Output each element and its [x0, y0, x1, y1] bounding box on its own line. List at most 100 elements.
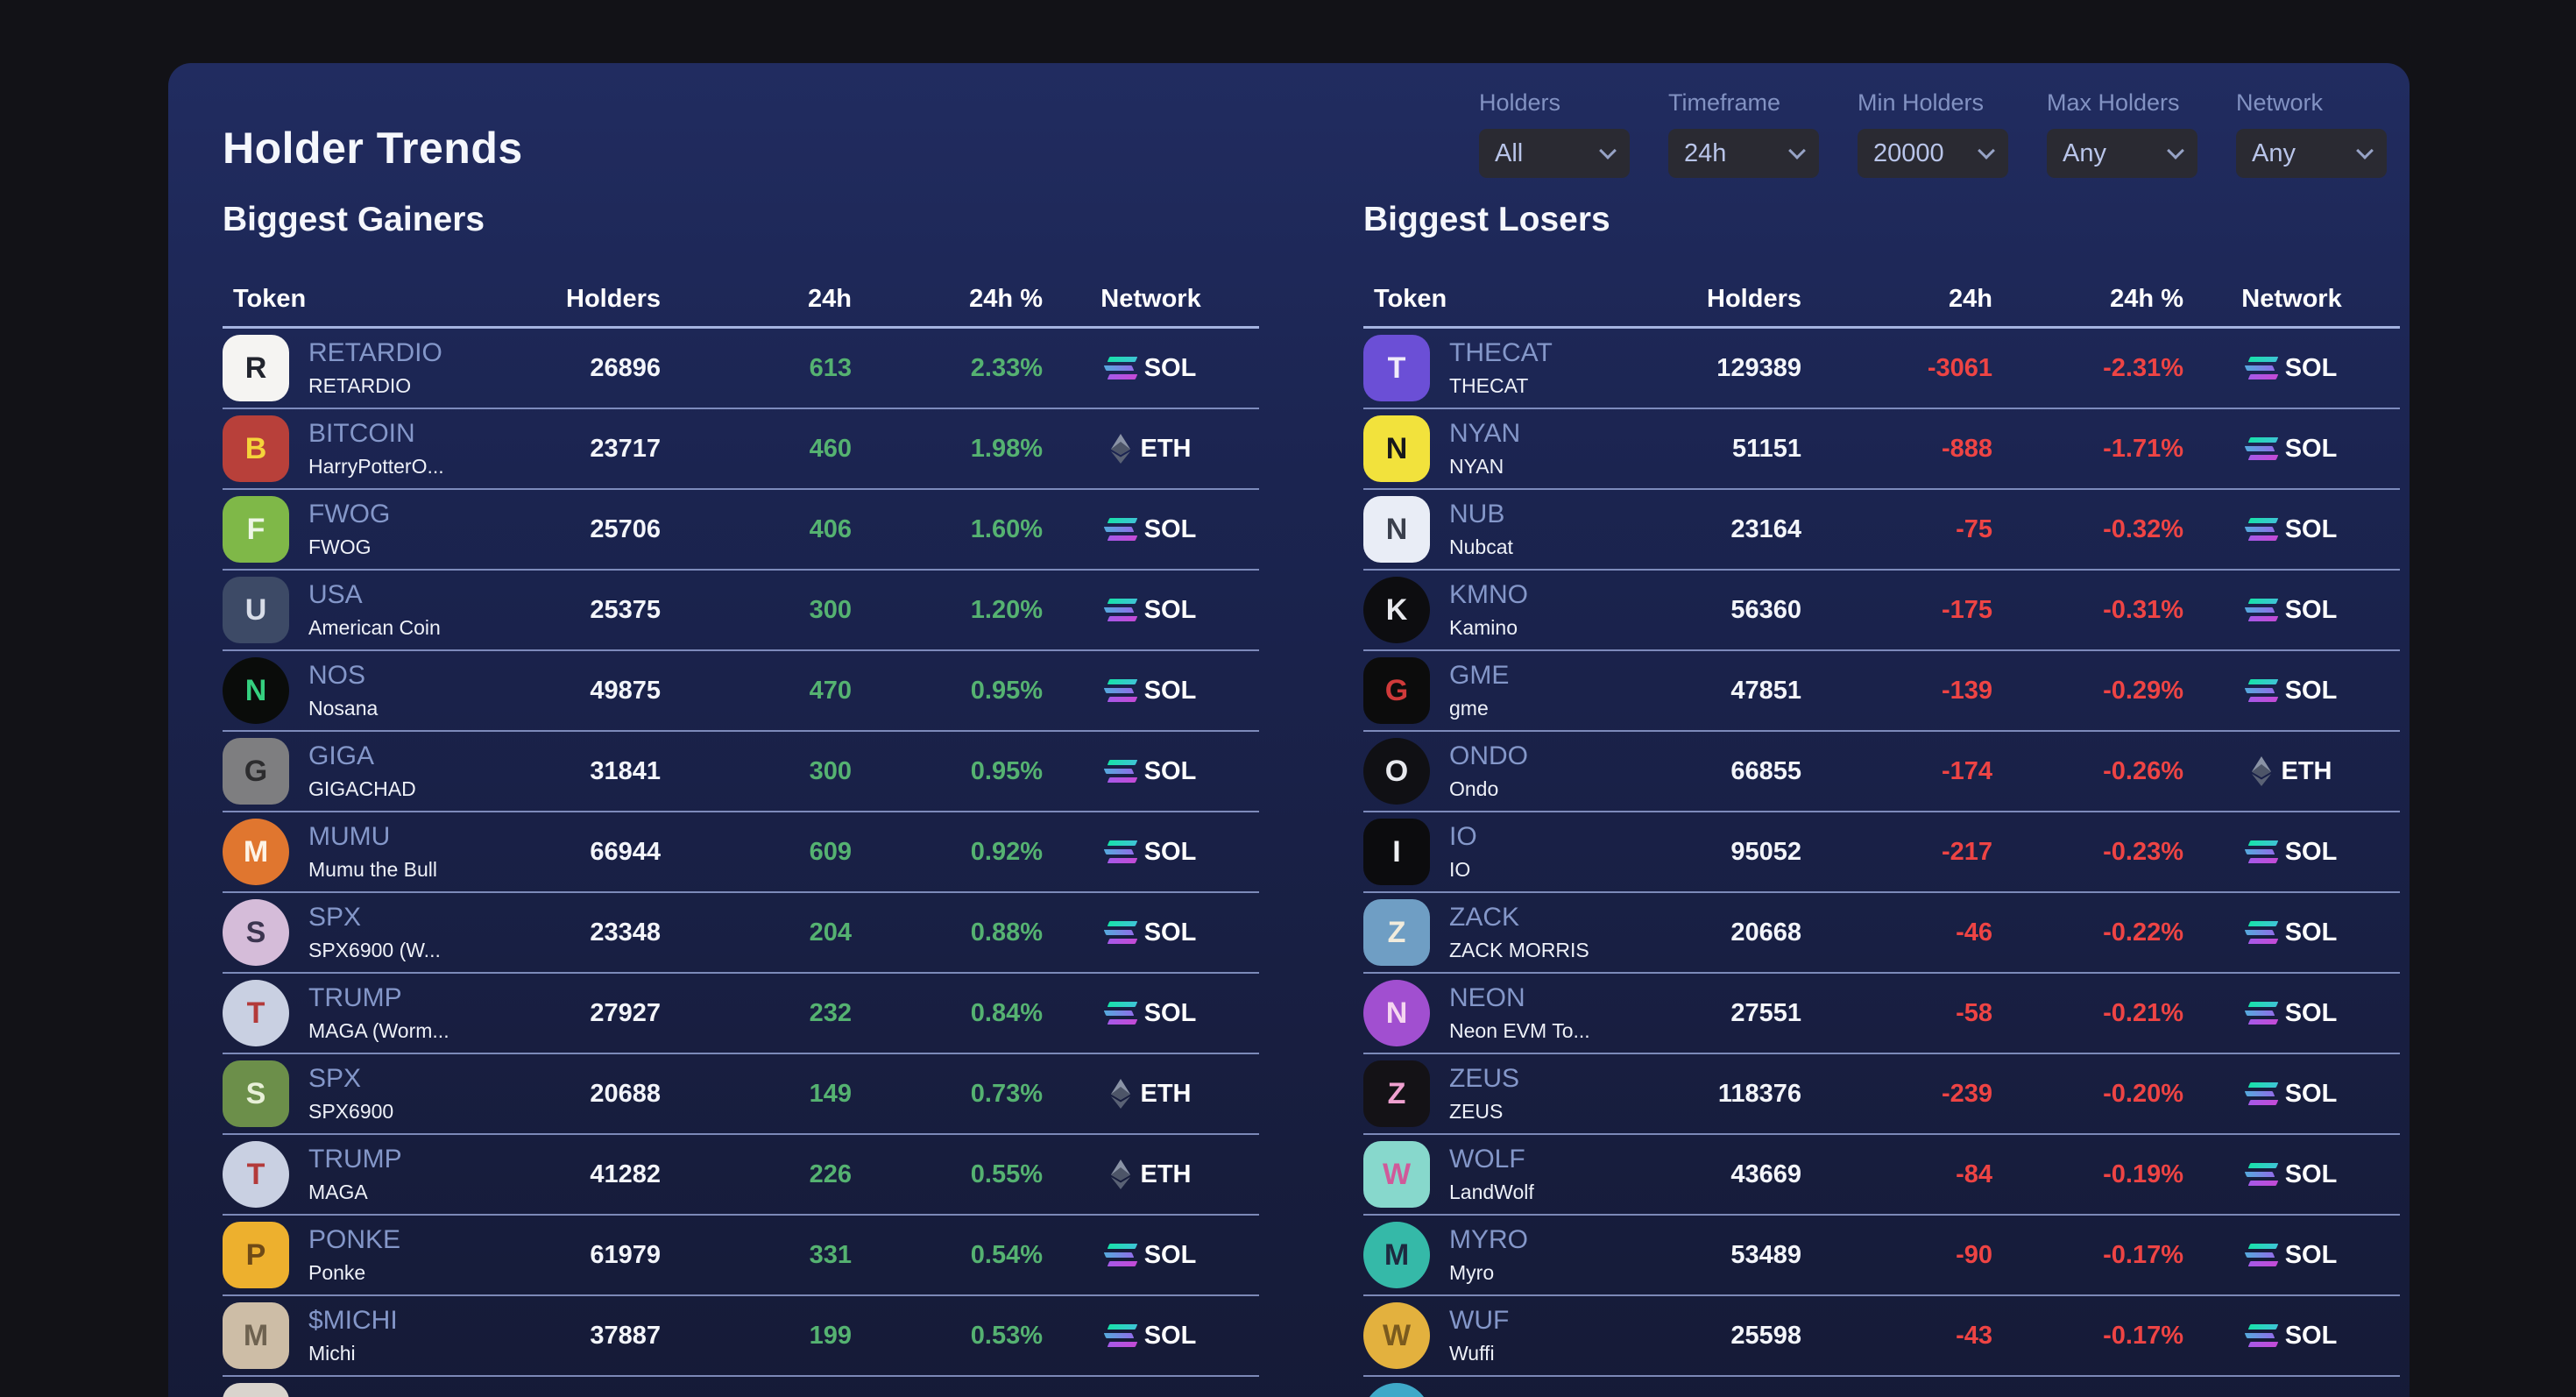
change-24h-pct-value: -0.17%	[2103, 1321, 2183, 1350]
filter-max-holders-select[interactable]: Any	[2047, 129, 2197, 178]
change-24h-value: -58	[1956, 998, 1992, 1027]
network-label: SOL	[2284, 676, 2338, 705]
table-row[interactable]: N NYAN NYAN 51151 -888 -1.71% SOL	[1363, 409, 2400, 490]
token-symbol[interactable]: ONDO	[1449, 741, 1528, 770]
token-symbol[interactable]: GME	[1449, 661, 1510, 690]
change-24h-value: -84	[1956, 1159, 1992, 1188]
token-symbol[interactable]: NOS	[308, 661, 366, 690]
table-row[interactable]: M MUMU Mumu the Bull 66944 609 0.92% SOL	[223, 812, 1259, 893]
token-icon: U	[223, 577, 289, 643]
token-symbol[interactable]: SPX	[308, 1064, 362, 1093]
network-cell: SOL	[2183, 677, 2400, 706]
table-row[interactable]: M MYRO Myro 53489 -90 -0.17% SOL	[1363, 1216, 2400, 1296]
table-row[interactable]: M $MICHI Michi 37887 199 0.53% SOL	[223, 1296, 1259, 1377]
table-row[interactable]: N NUB Nubcat 23164 -75 -0.32% SOL	[1363, 490, 2400, 571]
sol-icon	[2244, 1163, 2279, 1186]
token-symbol[interactable]: GIGA	[308, 741, 375, 770]
token-symbol[interactable]: NUB	[1449, 500, 1505, 528]
token-text: SPX SPX6900 (W...	[308, 903, 441, 962]
token-symbol[interactable]: USA	[308, 580, 363, 609]
filter-holders-select[interactable]: All	[1479, 129, 1630, 178]
token-symbol[interactable]: NYAN	[1449, 419, 1521, 448]
token-symbol[interactable]: THECAT	[1449, 338, 1553, 367]
table-row[interactable]: Z ZEUS ZEUS 118376 -239 -0.20% SOL	[1363, 1054, 2400, 1135]
table-row[interactable]: Z ZACK ZACK MORRIS 20668 -46 -0.22% SOL	[1363, 893, 2400, 974]
token-symbol[interactable]: PONKE	[308, 1225, 401, 1254]
network-label: SOL	[2284, 434, 2338, 463]
holders-value: 25598	[1730, 1321, 1801, 1350]
filter-timeframe-select[interactable]: 24h	[1668, 129, 1819, 178]
table-row[interactable]: N NOS Nosana 49875 470 0.95% SOL	[223, 651, 1259, 732]
network-label: SOL	[1143, 918, 1197, 947]
token-symbol[interactable]: ZEUS	[1449, 1064, 1520, 1093]
holders-value: 41282	[590, 1159, 661, 1188]
network-cell: SOL	[2183, 1160, 2400, 1189]
column-header-token: Token	[233, 285, 307, 313]
token-symbol[interactable]: MUMU	[308, 822, 391, 851]
table-row[interactable]: O ONDO Ondo 66855 -174 -0.26% ETH	[1363, 732, 2400, 812]
table-row[interactable]: U USA American Coin 25375 300 1.20% SOL	[223, 571, 1259, 651]
token-symbol[interactable]: IO	[1449, 822, 1477, 851]
network-label: SOL	[1143, 756, 1197, 785]
table-row[interactable]: W WOLF LandWolf 43669 -84 -0.19% SOL	[1363, 1135, 2400, 1216]
token-icon: N	[1363, 415, 1430, 482]
filter-label-holders: Holders	[1479, 89, 1561, 116]
token-text: RETARDIO RETARDIO	[308, 338, 442, 398]
token-symbol[interactable]: MYRO	[1449, 1225, 1528, 1254]
token-symbol[interactable]: RETARDIO	[308, 338, 442, 367]
token-symbol[interactable]: ZACK	[1449, 903, 1520, 932]
table-row[interactable]: S SPX SPX6900 20688 149 0.73% ETH	[223, 1054, 1259, 1135]
token-symbol[interactable]: TRUMP	[308, 1145, 402, 1174]
token-symbol[interactable]: BITCOIN	[308, 419, 415, 448]
token-icon: K	[1363, 577, 1430, 643]
table-row[interactable]: T TRUMP MAGA (Worm... 27927 232 0.84% SOL	[223, 974, 1259, 1054]
gainers-table-body: R RETARDIO RETARDIO 26896 613 2.33% SOL B BITCOI…	[223, 329, 1259, 1397]
table-row[interactable]: F FWOG FWOG 25706 406 1.60% SOL	[223, 490, 1259, 571]
eth-icon	[1110, 434, 1130, 464]
token-symbol[interactable]: WUF	[1449, 1306, 1510, 1335]
token-text: ZEUS ZEUS	[1449, 1064, 1519, 1124]
change-24h-pct-value: -0.23%	[2103, 837, 2183, 866]
holders-value: 27927	[590, 998, 661, 1027]
token-text: ONDO Ondo	[1449, 741, 1528, 801]
token-symbol[interactable]: WOLF	[1449, 1145, 1525, 1174]
table-row[interactable]: T THECAT THECAT 129389 -3061 -2.31% SOL	[1363, 329, 2400, 409]
table-row[interactable]: I IO IO 95052 -217 -0.23% SOL	[1363, 812, 2400, 893]
holders-value: 31841	[590, 756, 661, 785]
column-header-holders: Holders	[1707, 285, 1801, 313]
token-symbol[interactable]: $MICHI	[308, 1306, 398, 1335]
table-row[interactable]: G GIGA GIGACHAD 31841 300 0.95% SOL	[223, 732, 1259, 812]
token-name: HarryPotterO...	[308, 455, 444, 478]
table-row[interactable]: R RETARDIO RETARDIO 26896 613 2.33% SOL	[223, 329, 1259, 409]
token-name: gme	[1449, 697, 1489, 720]
token-text: GIGA GIGACHAD	[308, 741, 416, 801]
table-row[interactable]: P PONKE Ponke 61979 331 0.54% SOL	[223, 1216, 1259, 1296]
token-symbol[interactable]: NEON	[1449, 983, 1525, 1012]
table-row[interactable]: S SPX SPX6900 (W... 23348 204 0.88% SOL	[223, 893, 1259, 974]
filter-timeframe: Timeframe 24h	[1668, 89, 1819, 178]
eth-icon	[2251, 756, 2271, 786]
table-row[interactable]: B BITCOIN HarryPotterO... 23717 460 1.98% ETH	[223, 409, 1259, 490]
table-row[interactable]: T TRUMP MAGA 41282 226 0.55% ETH	[223, 1135, 1259, 1216]
sol-icon	[1103, 760, 1138, 783]
network-cell: SOL	[2183, 435, 2400, 464]
table-row[interactable]: W$WATER	[1363, 1377, 2400, 1397]
change-24h-pct-value: 0.95%	[970, 676, 1043, 705]
filter-network-select[interactable]: Any	[2236, 129, 2387, 178]
table-row[interactable]: K KMNO Kamino 56360 -175 -0.31% SOL	[1363, 571, 2400, 651]
token-symbol[interactable]: FWOG	[308, 500, 391, 528]
losers-heading: Biggest Losers	[1363, 201, 1610, 238]
table-row[interactable]: W WUF Wuffi 25598 -43 -0.17% SOL	[1363, 1296, 2400, 1377]
token-symbol[interactable]: SPX	[308, 903, 362, 932]
holders-value: 47851	[1730, 676, 1801, 705]
filter-min-holders-select[interactable]: 20000	[1858, 129, 2008, 178]
token-symbol[interactable]: TRUMP	[308, 983, 402, 1012]
token-icon: S	[223, 899, 289, 966]
table-row[interactable]: N NEON Neon EVM To... 27551 -58 -0.21% SOL	[1363, 974, 2400, 1054]
token-text: TRUMP MAGA (Worm...	[308, 983, 449, 1043]
token-icon: P	[223, 1383, 289, 1397]
table-row[interactable]: PPOPCAT	[223, 1377, 1259, 1397]
token-symbol[interactable]: KMNO	[1449, 580, 1528, 609]
table-row[interactable]: G GME gme 47851 -139 -0.29% SOL	[1363, 651, 2400, 732]
sol-icon	[1103, 599, 1138, 621]
